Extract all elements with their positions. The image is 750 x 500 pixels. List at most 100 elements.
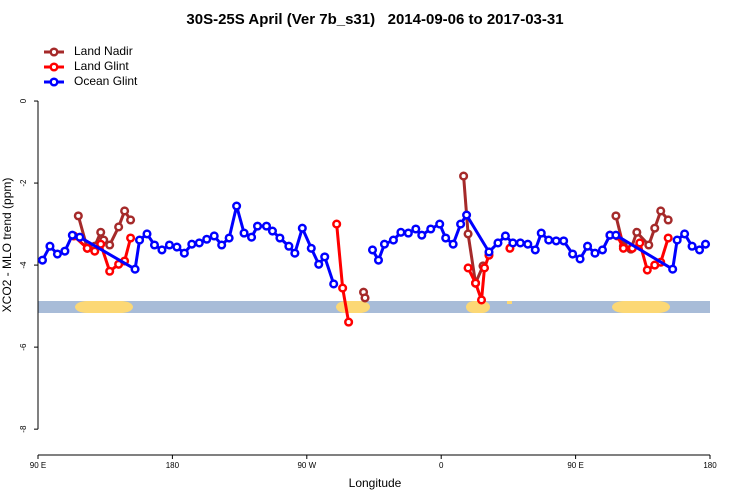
point [441, 233, 451, 243]
point [149, 240, 160, 250]
x-tick-label: 180 [703, 461, 717, 470]
point [314, 259, 324, 269]
point [479, 263, 490, 273]
point [396, 227, 406, 237]
point [75, 232, 85, 242]
point [344, 317, 354, 327]
legend-item: Ocean Glint [44, 74, 138, 88]
point [656, 206, 666, 216]
point [426, 224, 436, 234]
point [642, 265, 652, 275]
point [462, 210, 472, 220]
point [597, 245, 608, 255]
point [463, 263, 473, 273]
point [232, 201, 242, 211]
point [187, 239, 197, 249]
point [130, 264, 140, 274]
y-tick-label: -8 [19, 425, 28, 433]
point [224, 233, 234, 243]
chart-title: 30S-25S April (Ver 7b_s31) 2014-09-06 to… [186, 11, 563, 28]
point [96, 227, 106, 237]
point [403, 228, 413, 238]
y-tick-label: 0 [19, 98, 28, 103]
point [530, 245, 540, 255]
legend-item: Land Nadir [44, 44, 133, 58]
point [306, 243, 316, 253]
point [470, 278, 481, 288]
point [618, 243, 628, 253]
point [217, 240, 227, 250]
point [239, 228, 249, 238]
point [164, 240, 174, 250]
point [82, 243, 92, 253]
point [388, 235, 398, 245]
point [459, 171, 469, 181]
legend-label: Land Glint [74, 59, 129, 73]
point [172, 242, 182, 252]
y-tick-label: -6 [19, 343, 28, 351]
legend-marker [49, 77, 59, 87]
x-tick-label: 90 W [297, 461, 316, 470]
point [179, 248, 189, 258]
point [90, 246, 100, 256]
point [267, 226, 278, 236]
point [493, 238, 503, 248]
point [611, 230, 621, 240]
x-tick-label: 90 E [567, 461, 583, 470]
x-tick-label: 180 [166, 461, 180, 470]
point [105, 240, 115, 250]
point [672, 235, 682, 245]
legend-marker [49, 62, 59, 72]
point [126, 215, 136, 225]
x-tick-label: 0 [439, 461, 444, 470]
point [67, 230, 77, 240]
point [508, 238, 518, 248]
land-patch [612, 301, 670, 313]
x-axis-label: Longitude [349, 476, 402, 490]
point [157, 245, 167, 255]
legend-marker [49, 47, 59, 57]
point [544, 235, 554, 245]
y-axis-label: XCO2 - MLO trend (ppm) [0, 178, 14, 313]
point [73, 211, 83, 221]
point [134, 235, 145, 245]
point [209, 231, 219, 241]
point [590, 248, 600, 258]
point [417, 230, 427, 240]
point [114, 222, 124, 232]
point [650, 223, 660, 233]
series-line [76, 175, 670, 299]
point [694, 245, 705, 255]
point [515, 238, 525, 248]
point [551, 236, 561, 246]
point [338, 283, 348, 293]
point [476, 295, 487, 305]
point [142, 229, 152, 239]
point [360, 293, 370, 303]
point [37, 255, 48, 265]
point [435, 219, 445, 229]
point [536, 228, 546, 238]
series-line [41, 205, 707, 285]
point [52, 249, 62, 259]
point [275, 233, 285, 243]
point [297, 223, 307, 233]
point [448, 239, 458, 249]
land-patch [75, 301, 133, 313]
point [284, 241, 294, 251]
point [484, 247, 494, 257]
point [575, 254, 585, 264]
point [367, 245, 378, 255]
point [194, 238, 204, 248]
legend-label: Land Nadir [74, 44, 133, 58]
point [523, 239, 533, 249]
point [329, 279, 339, 289]
point [105, 266, 115, 276]
point [332, 219, 342, 229]
land-patch [466, 301, 490, 313]
point [411, 224, 421, 234]
legend-item: Land Glint [44, 59, 129, 73]
land-patch [507, 301, 512, 304]
point [96, 239, 106, 249]
